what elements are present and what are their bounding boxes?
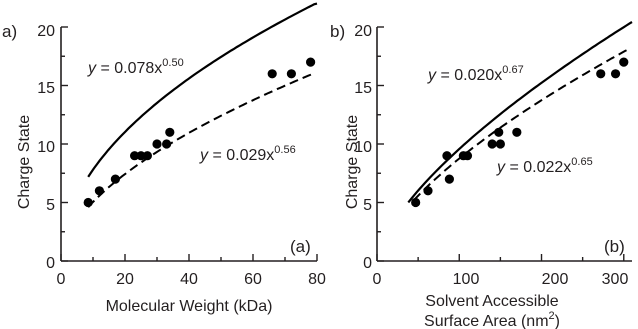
eq-exponent: 0.67 [502, 64, 523, 76]
x-title-close: ) [555, 313, 560, 329]
panel-b-data-point [487, 139, 497, 149]
panel-a-y-tick-label: 5 [46, 197, 55, 214]
panel-b-x-axis-title-line2: Surface Area (nm2) [424, 310, 560, 329]
panel-a-x-tick-labels: 0 20 40 60 80 [57, 271, 326, 288]
panel-b-y-axis-title: Charge State [344, 115, 361, 209]
eq-body: = 0.020x [436, 67, 502, 84]
panel-a-x-tick-label: 60 [244, 271, 262, 288]
panel-a-data-point [130, 151, 140, 161]
panel-b-data-point [423, 186, 433, 196]
panel-a-y-tick-label: 0 [46, 255, 55, 272]
panel-b-x-tick-label: 100 [453, 271, 480, 288]
panel-a-data-point [306, 57, 316, 67]
panel-a-data-point [110, 174, 120, 184]
panel-a-y-tick-label: 20 [37, 23, 55, 40]
panel-b-y-tick-label: 5 [363, 197, 372, 214]
panel-a-label: a) [2, 22, 17, 41]
panel-b-plot-area [376, 21, 633, 262]
panel-a-data-point [152, 139, 162, 149]
panel-b-y-tick-label: 15 [354, 80, 372, 97]
panel-a-data-point [267, 69, 277, 79]
panel-a-plot-area [60, 2, 318, 262]
eq-variable: y [427, 67, 437, 84]
panel-b-x-tick-label: 200 [542, 271, 569, 288]
panel-a-data-point [136, 151, 146, 161]
panel-b-dashed-fit-curve [413, 48, 629, 201]
panel-b-data-point [444, 174, 454, 184]
panel-a-y-tick-label: 15 [37, 80, 55, 97]
panel-b-data-point [442, 151, 452, 161]
panel-b-x-axis-title: Solvent Accessible [425, 293, 559, 310]
panel-a-data-point [94, 186, 104, 196]
panel-b: b) Charge State 0 5 10 15 20 0 100 200 3… [330, 21, 633, 329]
panel-b-data-point [610, 69, 621, 79]
panel-b-y-tick-labels: 0 5 10 15 20 [354, 23, 372, 272]
panel-a-data-point [162, 139, 172, 149]
eq-variable: y [87, 60, 97, 77]
eq-body: = 0.029x [208, 147, 274, 164]
panel-a-x-axis-title: Molecular Weight (kDa) [106, 298, 273, 315]
panel-b-y-tick-label: 0 [363, 255, 372, 272]
panel-a-dashed-fit-equation: y = 0.029x0.56 [199, 144, 296, 164]
panel-b-data-point [512, 127, 522, 137]
eq-variable: y [199, 147, 209, 164]
panel-a-dashed-fit-curve [87, 72, 315, 208]
panel-a-y-axis-title: Charge State [16, 115, 33, 209]
eq-variable: y [496, 159, 506, 176]
panel-a: a) Charge State 0 5 10 15 20 0 20 40 60 … [2, 2, 326, 315]
panel-a-x-tick-label: 80 [308, 271, 326, 288]
x-title-text: Surface Area (nm [424, 313, 549, 329]
panel-b-data-point [596, 69, 606, 79]
panel-a-data-point [83, 197, 93, 208]
panel-a-solid-fit-curve [87, 2, 318, 178]
eq-exponent: 0.50 [162, 57, 183, 69]
x-title-superscript: 2 [549, 310, 555, 322]
panel-b-x-tick-labels: 0 100 200 300 [373, 271, 629, 288]
panel-a-solid-fit-equation: y = 0.078x0.50 [87, 57, 184, 77]
eq-body: = 0.078x [96, 60, 162, 77]
eq-body: = 0.022x [505, 159, 571, 176]
panel-a-x-tick-label: 20 [116, 271, 134, 288]
panel-b-label: b) [330, 22, 345, 41]
panel-a-corner-label: (a) [290, 237, 311, 256]
panel-b-x-tick-label: 0 [373, 271, 382, 288]
eq-exponent: 0.56 [274, 144, 295, 156]
panel-a-x-tick-label: 40 [180, 271, 198, 288]
panel-b-dashed-fit-equation: y = 0.022x0.65 [496, 156, 593, 176]
panel-a-data-point [142, 151, 152, 161]
panel-b-y-tick-label: 20 [354, 23, 372, 40]
panel-b-data-point [411, 197, 421, 208]
panel-a-x-tick-label: 0 [57, 271, 66, 288]
panel-b-y-tick-label: 10 [354, 139, 372, 156]
panel-b-solid-fit-curve [407, 21, 633, 204]
panel-b-data-point [495, 139, 505, 149]
panel-b-data-point [462, 151, 473, 161]
panel-a-y-tick-labels: 0 5 10 15 20 [37, 23, 55, 272]
panel-a-data-point [286, 69, 296, 79]
panel-b-x-tick-label: 300 [602, 271, 629, 288]
eq-exponent: 0.65 [571, 156, 592, 168]
panel-a-data-point [165, 127, 175, 137]
panel-b-corner-label: (b) [604, 237, 625, 256]
panel-b-solid-fit-equation: y = 0.020x0.67 [427, 64, 524, 84]
panel-b-data-point [619, 57, 629, 67]
panel-a-y-tick-label: 10 [37, 139, 55, 156]
panel-b-data-point [494, 127, 504, 137]
